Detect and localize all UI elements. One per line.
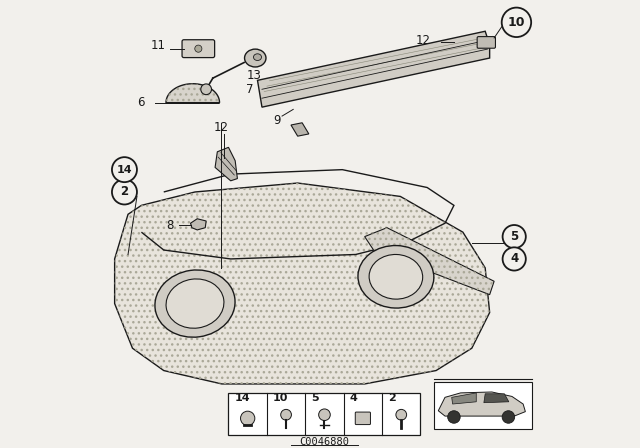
Circle shape <box>502 225 526 248</box>
FancyBboxPatch shape <box>477 37 495 48</box>
Ellipse shape <box>369 254 422 299</box>
Circle shape <box>201 84 211 95</box>
Ellipse shape <box>358 246 434 308</box>
Polygon shape <box>484 394 509 403</box>
Text: 3: 3 <box>509 243 517 256</box>
Polygon shape <box>215 147 237 181</box>
Text: 6: 6 <box>137 96 145 109</box>
Polygon shape <box>291 123 309 136</box>
Circle shape <box>112 180 137 204</box>
Text: 12: 12 <box>214 121 228 134</box>
Circle shape <box>281 409 291 420</box>
Circle shape <box>241 411 255 426</box>
Text: 4: 4 <box>510 252 518 266</box>
Circle shape <box>396 409 406 420</box>
Polygon shape <box>365 228 494 295</box>
Text: 9: 9 <box>273 114 280 127</box>
Circle shape <box>502 247 526 271</box>
Text: 14: 14 <box>116 165 132 175</box>
Polygon shape <box>115 183 490 384</box>
Polygon shape <box>452 393 476 404</box>
Circle shape <box>448 411 460 423</box>
Text: 2: 2 <box>388 393 396 403</box>
FancyBboxPatch shape <box>182 40 214 58</box>
Circle shape <box>195 45 202 52</box>
Text: 5: 5 <box>311 393 319 403</box>
Circle shape <box>502 8 531 37</box>
Text: 2: 2 <box>120 185 129 198</box>
Text: 7: 7 <box>246 83 254 96</box>
Bar <box>434 382 532 429</box>
Text: 13: 13 <box>246 69 261 82</box>
Circle shape <box>502 411 515 423</box>
Ellipse shape <box>166 279 224 328</box>
Polygon shape <box>191 219 206 230</box>
Circle shape <box>112 157 137 182</box>
Ellipse shape <box>155 270 235 337</box>
Text: 8: 8 <box>166 219 173 232</box>
Text: C0046880: C0046880 <box>300 437 349 447</box>
Ellipse shape <box>244 49 266 67</box>
Polygon shape <box>257 31 490 107</box>
Bar <box>228 393 420 435</box>
Text: 11: 11 <box>150 39 165 52</box>
Text: 4: 4 <box>349 393 357 403</box>
FancyBboxPatch shape <box>355 412 371 425</box>
Text: 14: 14 <box>234 393 250 403</box>
Text: 10: 10 <box>273 393 288 403</box>
Text: 10: 10 <box>508 16 525 29</box>
Text: 12: 12 <box>416 34 431 47</box>
Text: 5: 5 <box>510 230 518 243</box>
Polygon shape <box>166 84 220 103</box>
Circle shape <box>319 409 330 421</box>
Polygon shape <box>438 392 525 416</box>
Ellipse shape <box>253 54 262 60</box>
Text: 1: 1 <box>509 231 517 244</box>
